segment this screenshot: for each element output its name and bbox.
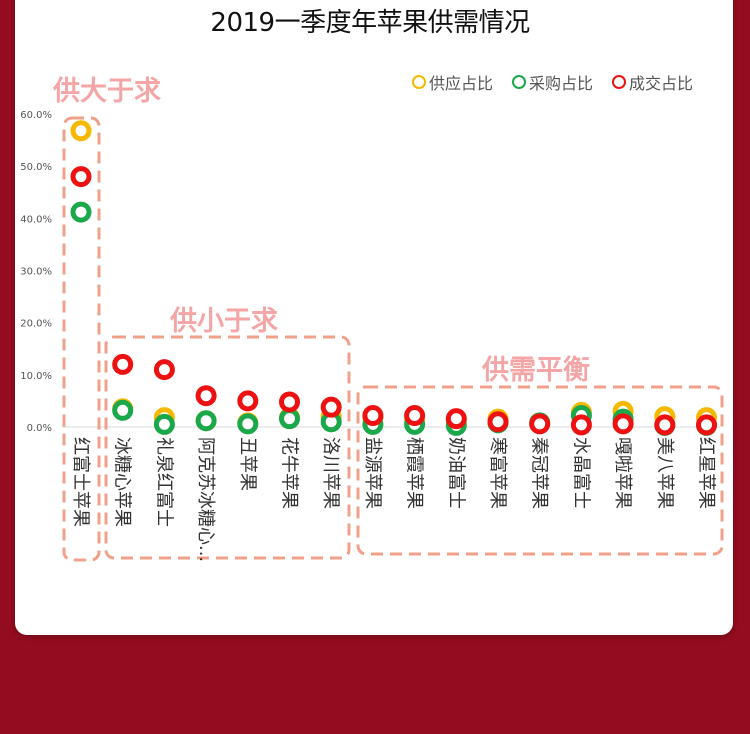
data-point-deal [320, 396, 342, 418]
y-tick-label: 40.0% [20, 214, 52, 225]
data-point-supply [70, 120, 92, 142]
legend-marker-supply [412, 75, 426, 89]
x-tick-label: 奶油富士 [445, 437, 466, 509]
chart-title: 2019一季度年苹果供需情况 [210, 8, 530, 38]
y-tick-label: 20.0% [20, 319, 52, 330]
data-point-deal [696, 414, 717, 436]
legend-item-supply: 供应占比 [412, 71, 493, 93]
data-point-deal [153, 359, 175, 381]
data-point-deal [404, 405, 426, 427]
y-tick-label: 60.0% [20, 110, 52, 121]
data-point-deal [195, 385, 217, 407]
x-tick-label: 丑苹果 [237, 437, 258, 491]
x-tick-label: 红富士苹果 [70, 437, 91, 527]
legend-label-purchase: 采购占比 [529, 74, 594, 93]
data-point-purchase [112, 399, 134, 421]
legend-item-deal: 成交占比 [612, 71, 693, 93]
x-tick-label: 冰糖心苹果 [112, 437, 133, 527]
data-point-purchase [279, 408, 300, 430]
zone-box-balance [356, 385, 724, 556]
data-point-deal [570, 414, 592, 436]
y-tick-label: 50.0% [20, 162, 52, 173]
x-tick-label: 盐源苹果 [362, 437, 383, 509]
data-point-deal [529, 413, 551, 435]
legend-label-supply: 供应占比 [429, 74, 494, 93]
x-tick-label: 洛川苹果 [320, 437, 341, 509]
legend-marker-purchase [512, 75, 526, 89]
x-tick-label: 花牛苹果 [279, 437, 300, 509]
x-tick-label: 礼泉红富士 [153, 437, 174, 527]
data-point-purchase [70, 201, 92, 223]
data-point-purchase [153, 413, 175, 435]
zone-label-undersupply: 供小于求 [170, 306, 278, 337]
legend-item-purchase: 采购占比 [512, 71, 593, 93]
data-point-deal [237, 390, 259, 412]
data-point-deal [70, 166, 92, 188]
x-tick-label: 寒富苹果 [487, 437, 508, 509]
data-point-deal [445, 408, 467, 430]
legend-marker-deal [612, 75, 626, 89]
x-tick-label: 水晶富士 [570, 437, 591, 509]
x-tick-label: 美八苹果 [654, 437, 675, 509]
y-tick-label: 30.0% [20, 267, 52, 278]
data-point-deal [654, 414, 676, 436]
zone-label-balance: 供需平衡 [482, 355, 590, 386]
data-point-purchase [195, 410, 217, 432]
y-tick-label: 10.0% [20, 371, 52, 382]
data-point-purchase [237, 413, 259, 435]
data-point-deal [612, 413, 634, 435]
data-point-deal [487, 411, 509, 433]
x-tick-label: 栖霞苹果 [404, 437, 425, 509]
zone-box-undersupply [104, 335, 351, 560]
data-point-deal [362, 405, 384, 427]
x-tick-label: 秦冠苹果 [529, 437, 550, 509]
y-tick-label: 0.0% [27, 423, 52, 434]
legend-label-deal: 成交占比 [629, 74, 694, 93]
chart-card [15, 0, 733, 635]
x-tick-label: 嘎啦苹果 [612, 437, 633, 509]
zone-box-oversupply [62, 116, 101, 562]
x-tick-label: 红星苹果 [696, 437, 717, 509]
data-point-deal [112, 353, 134, 375]
zone-label-oversupply: 供大于求 [53, 76, 161, 107]
data-point-deal [279, 391, 300, 413]
x-tick-label: 阿克苏冰糖心... [195, 437, 216, 562]
